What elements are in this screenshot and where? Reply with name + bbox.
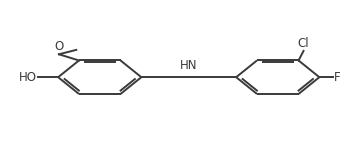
Text: HN: HN — [180, 59, 198, 72]
Text: F: F — [334, 71, 341, 84]
Text: HO: HO — [19, 71, 36, 84]
Text: methoxy: methoxy — [5, 38, 57, 51]
Text: Cl: Cl — [298, 37, 309, 50]
Text: O: O — [54, 40, 64, 53]
